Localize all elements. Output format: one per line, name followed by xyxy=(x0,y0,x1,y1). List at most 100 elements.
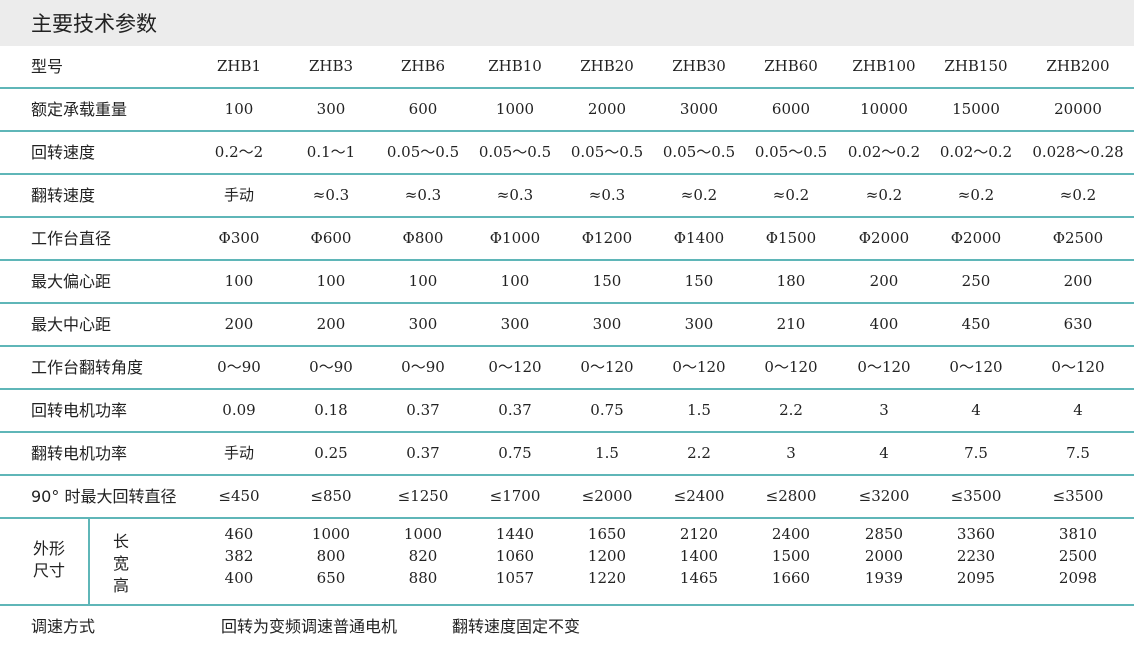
spec-cell: ≤1700 xyxy=(489,487,541,505)
spec-cell: ≤2400 xyxy=(673,487,725,505)
dimensions-label-line2: 尺寸 xyxy=(33,561,66,580)
spec-cell: 3 xyxy=(879,401,889,419)
spec-cell: 0.75 xyxy=(590,401,624,419)
spec-cell: Φ1200 xyxy=(581,229,633,247)
spec-cell: ≤3200 xyxy=(858,487,910,505)
spec-cell: 200 xyxy=(316,315,346,333)
dimension-height-cell: 400 xyxy=(224,569,254,587)
model-cell: ZHB200 xyxy=(1046,57,1110,75)
spec-cell: 10000 xyxy=(860,100,908,118)
dimension-width-cell: 800 xyxy=(316,547,346,565)
spec-cell: 0.75 xyxy=(498,444,532,462)
dimension-width-cell: 820 xyxy=(408,547,438,565)
spec-row-label: 回转电机功率 xyxy=(31,401,128,420)
spec-cell: ≤850 xyxy=(310,487,352,505)
dimension-height-cell: 2095 xyxy=(956,569,996,587)
spec-row-label: 额定承载重量 xyxy=(31,100,128,119)
spec-cell: 3000 xyxy=(679,100,719,118)
spec-cell: 0～120 xyxy=(857,358,911,376)
spec-cell: 0～90 xyxy=(309,358,353,376)
spec-cell: ≈0.3 xyxy=(312,186,350,204)
dimension-height-cell: 880 xyxy=(408,569,438,587)
dimension-width-cell: 1500 xyxy=(771,547,811,565)
spec-cell: 0.09 xyxy=(222,401,256,419)
spec-row: 工作台翻转角度 0～90 0～90 0～90 0～120 0～120 0～120 0～120 0… xyxy=(0,347,1134,390)
dimensions-label-line1: 外形 xyxy=(33,539,66,558)
spec-cell: 6000 xyxy=(771,100,811,118)
spec-cell: Φ1400 xyxy=(673,229,725,247)
spec-cell: 4 xyxy=(971,401,981,419)
dimension-height-cell: 2098 xyxy=(1058,569,1098,587)
model-cell: ZHB150 xyxy=(944,57,1008,75)
dimension-width-cell: 1200 xyxy=(587,547,627,565)
spec-cell: 7.5 xyxy=(964,444,988,462)
spec-cell: Φ2000 xyxy=(858,229,910,247)
spec-row: 最大偏心距 100 100 100 100 150 150 180 200 250 200 xyxy=(0,261,1134,304)
spec-cell: ≤2800 xyxy=(765,487,817,505)
spec-cell: 180 xyxy=(776,272,806,290)
spec-cell: 0.1～1 xyxy=(306,143,356,161)
spec-cell: 4 xyxy=(1073,401,1083,419)
spec-cell: ≤3500 xyxy=(950,487,1002,505)
title-bar: 主要技术参数 xyxy=(0,0,1134,46)
spec-cell: ≈0.3 xyxy=(404,186,442,204)
spec-cell: 0.18 xyxy=(314,401,348,419)
spec-cell: 300 xyxy=(684,315,714,333)
spec-cell: 1.5 xyxy=(687,401,711,419)
model-cell: ZHB6 xyxy=(400,57,446,75)
spec-cell: 0.05～0.5 xyxy=(754,143,828,161)
spec-cell: 300 xyxy=(592,315,622,333)
spec-cell: 0.05～0.5 xyxy=(478,143,552,161)
spec-cell: 0.25 xyxy=(314,444,348,462)
spec-cell: ≈0.2 xyxy=(957,186,995,204)
spec-cell: 手动 xyxy=(223,444,254,462)
spec-row-label: 90° 时最大回转直径 xyxy=(31,487,177,506)
dimension-height-cell: 1939 xyxy=(864,569,904,587)
spec-cell: 0～90 xyxy=(401,358,445,376)
spec-row: 额定承载重量 100 300 600 1000 2000 3000 6000 10000 1500… xyxy=(0,89,1134,132)
dimension-length-cell: 460 xyxy=(224,525,254,543)
spec-cell: 0.37 xyxy=(498,401,532,419)
spec-cell: 0.2～2 xyxy=(214,143,264,161)
spec-cell: 1.5 xyxy=(595,444,619,462)
spec-row-label: 工作台翻转角度 xyxy=(31,358,144,377)
spec-cell: ≈0.2 xyxy=(865,186,903,204)
dimension-length-cell: 2400 xyxy=(771,525,811,543)
height-label: 高 xyxy=(113,576,130,595)
model-cell: ZHB60 xyxy=(764,57,818,75)
model-cell: ZHB20 xyxy=(580,57,634,75)
spec-cell: 600 xyxy=(408,100,438,118)
spec-cell: 4 xyxy=(879,444,889,462)
dimensions-divider xyxy=(88,519,90,604)
dimension-width-cell: 2230 xyxy=(956,547,996,565)
spec-cell: ≤450 xyxy=(218,487,260,505)
spec-cell: ≈0.3 xyxy=(496,186,534,204)
spec-cell: 300 xyxy=(408,315,438,333)
dimensions-label: 外形 尺寸 xyxy=(33,538,65,582)
dimension-length-cell: 3810 xyxy=(1058,525,1098,543)
spec-cell: 0.05～0.5 xyxy=(662,143,736,161)
spec-cell: ≤2000 xyxy=(581,487,633,505)
spec-row: 翻转速度 手动 ≈0.3 ≈0.3 ≈0.3 ≈0.3 ≈0.2 ≈0.2 ≈0.2 ≈0.2 ≈0… xyxy=(0,175,1134,218)
spec-row-label: 最大中心距 xyxy=(31,315,112,334)
model-cell: ZHB1 xyxy=(216,57,262,75)
spec-cell: 100 xyxy=(224,272,254,290)
spec-row: 回转电机功率 0.09 0.18 0.37 0.37 0.75 1.5 2.2 3 4 4 xyxy=(0,390,1134,433)
spec-row: 翻转电机功率 手动 0.25 0.37 0.75 1.5 2.2 3 4 7.5 7.5 xyxy=(0,433,1134,476)
spec-cell: 300 xyxy=(500,315,530,333)
dimension-length-cell: 2120 xyxy=(679,525,719,543)
model-cell: ZHB3 xyxy=(308,57,354,75)
spec-cell: Φ1000 xyxy=(489,229,541,247)
spec-cell: 210 xyxy=(776,315,806,333)
spec-cell: 3 xyxy=(786,444,796,462)
spec-cell: 630 xyxy=(1063,315,1093,333)
spec-cell: 0～120 xyxy=(1051,358,1105,376)
spec-row: 工作台直径 Φ300 Φ600 Φ800 Φ1000 Φ1200 Φ1400 Φ1500 Φ20… xyxy=(0,218,1134,261)
spec-row-label: 最大偏心距 xyxy=(31,272,112,291)
dimension-width-cell: 2000 xyxy=(864,547,904,565)
dimension-length-cell: 1650 xyxy=(587,525,627,543)
spec-cell: 100 xyxy=(316,272,346,290)
spec-cell: 0～120 xyxy=(949,358,1003,376)
dimensions-row: 外形 尺寸 长 宽 高 460 1000 1000 1440 1650 2120 2400 2… xyxy=(0,519,1134,606)
spec-cell: 15000 xyxy=(952,100,1000,118)
